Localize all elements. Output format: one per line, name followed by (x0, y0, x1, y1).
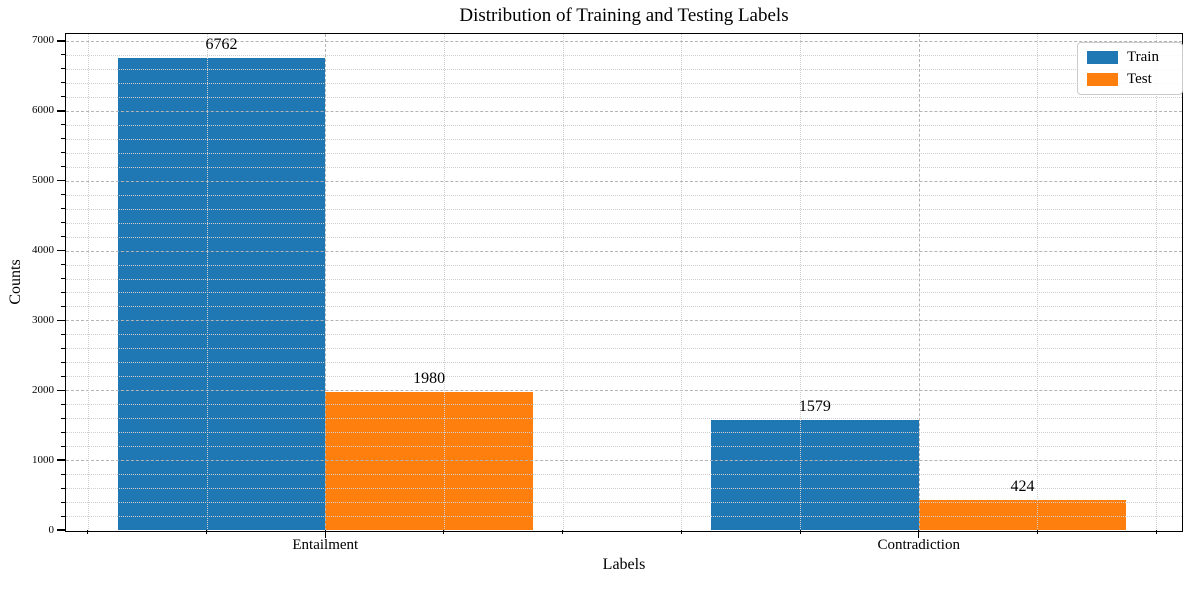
y-minor-tick (60, 347, 65, 349)
y-tick-label-3000: 3000 (32, 313, 54, 326)
x-axis-label: Labels (602, 556, 646, 573)
legend-swatch-train-icon (1087, 51, 1118, 64)
y-major-tick (56, 110, 65, 112)
y-minor-tick (60, 333, 65, 335)
plot-area: 6762 1579 1980 424 0 1000 2000 3000 4000 5000 6000… (32, 33, 1183, 553)
value-label-train-entailment: 6762 (205, 35, 238, 53)
legend-label-test: Test (1127, 71, 1152, 87)
y-minor-tick (60, 417, 65, 419)
value-label-test-contradiction: 424 (1010, 478, 1035, 496)
y-minor-tick (60, 152, 65, 154)
y-minor-tick (60, 194, 65, 196)
y-major-tick (56, 529, 65, 531)
y-minor-tick (60, 515, 65, 517)
chart-title: Distribution of Training and Testing Lab… (459, 5, 789, 26)
x-minor-gridline (1037, 34, 1039, 531)
y-minor-tick (60, 473, 65, 475)
y-tick-label-7000: 7000 (32, 34, 54, 47)
x-minor-tick (562, 530, 564, 534)
x-minor-gridline (87, 34, 89, 531)
value-label-train-contradiction: 1579 (798, 397, 831, 415)
y-tick-label-1000: 1000 (32, 453, 54, 466)
y-tick-label-5000: 5000 (32, 174, 54, 187)
y-major-tick (56, 249, 65, 252)
legend: Train Test (1077, 42, 1183, 95)
x-minor-tick (206, 530, 208, 534)
y-major-tick (56, 319, 65, 322)
y-tick-label-4000: 4000 (32, 244, 54, 257)
y-minor-tick (60, 361, 65, 363)
x-major-gridline (918, 34, 920, 531)
legend-label-train: Train (1127, 49, 1159, 65)
y-minor-tick (60, 68, 65, 70)
y-minor-tick (60, 236, 65, 238)
y-major-tick (56, 40, 65, 42)
x-minor-tick (1155, 530, 1157, 534)
y-minor-tick (60, 82, 65, 84)
x-minor-tick (1036, 530, 1038, 534)
x-minor-tick (87, 530, 89, 534)
y-minor-tick (60, 124, 65, 126)
y-minor-tick (60, 166, 65, 168)
legend-item-train: Train (1087, 50, 1173, 65)
bar-test-entailment (325, 391, 533, 530)
legend-item-test: Test (1087, 72, 1173, 87)
x-minor-tick (680, 530, 682, 534)
y-minor-tick (60, 445, 65, 447)
x-major-tick (917, 530, 920, 538)
x-minor-gridline (562, 34, 564, 531)
y-minor-tick (60, 264, 65, 266)
x-major-tick (324, 530, 327, 538)
y-tick-label-6000: 6000 (32, 104, 54, 117)
y-minor-tick (60, 138, 65, 140)
x-minor-gridline (681, 34, 683, 531)
y-tick-label-0: 0 (48, 523, 55, 536)
value-label-test-entailment: 1980 (413, 369, 446, 387)
y-minor-tick (60, 501, 65, 503)
y-minor-tick (60, 305, 65, 307)
y-major-tick (56, 179, 65, 182)
x-minor-tick (443, 530, 445, 534)
y-minor-tick (60, 222, 65, 224)
bar-train-entailment (117, 57, 326, 530)
y-minor-tick (60, 278, 65, 279)
x-tick-label-entailment: Entailment (292, 537, 359, 553)
x-minor-gridline (1156, 34, 1158, 531)
y-minor-tick (60, 403, 65, 405)
bar-train-contradiction (711, 419, 919, 530)
legend-swatch-test-icon (1087, 73, 1118, 86)
y-minor-tick (60, 375, 65, 377)
y-minor-tick (60, 291, 65, 293)
y-minor-tick (60, 431, 65, 433)
y-minor-tick (60, 54, 65, 56)
y-minor-tick (60, 487, 65, 489)
x-minor-tick (799, 530, 801, 534)
bar-test-contradiction (918, 500, 1127, 530)
x-tick-label-contradiction: Contradiction (877, 537, 960, 553)
y-major-tick (56, 389, 65, 392)
y-axis-label: Counts (7, 259, 24, 305)
y-minor-tick (60, 96, 65, 98)
y-major-tick (56, 459, 65, 461)
y-tick-label-2000: 2000 (32, 383, 54, 396)
y-minor-gridline (66, 54, 1182, 56)
y-minor-tick (60, 208, 65, 210)
